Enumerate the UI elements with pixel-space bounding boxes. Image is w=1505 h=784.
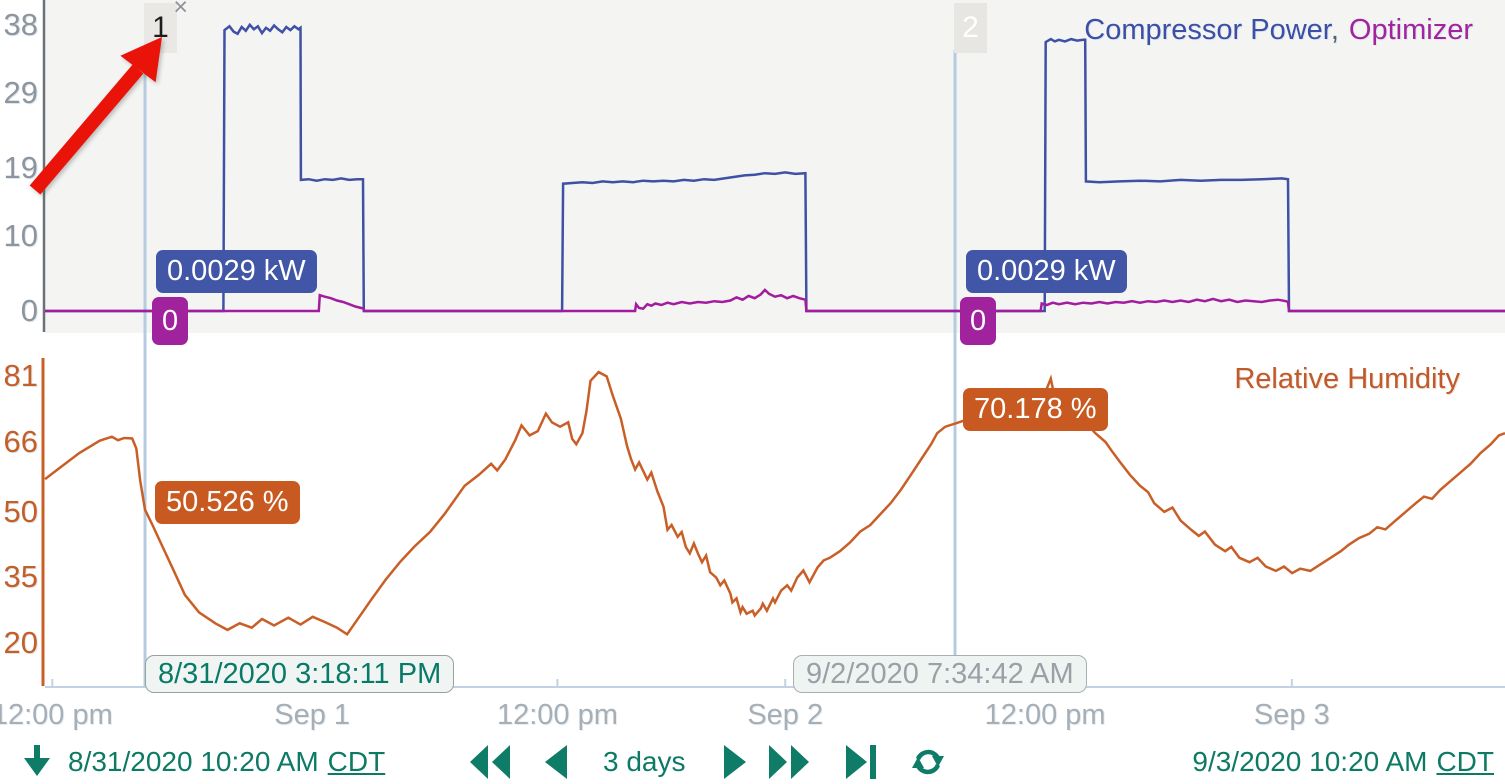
step-forward-button[interactable] <box>723 745 747 779</box>
skip-to-end-icon <box>845 745 876 779</box>
legend-optimizer: Optimizer <box>1348 14 1473 46</box>
x-axis-label: 12:00 pm <box>0 699 113 731</box>
cursor-2-humidity-value-badge: 70.178 % <box>963 388 1108 431</box>
range-start-timezone-link[interactable]: CDT <box>327 746 386 777</box>
range-end-timezone-link[interactable]: CDT <box>1436 746 1494 777</box>
legend-compressor-power: Compressor Power <box>1084 14 1331 46</box>
top-chart-ytick-label: 19 <box>3 149 38 185</box>
humidity-ytick-label: 50 <box>3 493 38 529</box>
series-line-optimizer <box>45 288 1505 313</box>
top-chart-ytick-label: 29 <box>3 74 38 110</box>
step-back-icon <box>545 745 567 779</box>
cursor-2-optimizer-value-badge: 0 <box>960 297 997 345</box>
download-icon[interactable] <box>22 745 52 779</box>
range-start-date-text: 8/31/2020 10:20 AM <box>68 746 319 777</box>
step-back-button[interactable] <box>543 745 567 779</box>
cursor-1-number: 1 <box>152 11 169 44</box>
top-chart-ytick-label: 38 <box>3 6 38 42</box>
cursor-1-timestamp: 8/31/2020 3:18:11 PM <box>145 655 455 693</box>
humidity-ytick-label: 81 <box>3 358 38 394</box>
step-forward-icon <box>723 745 746 779</box>
top-chart-ytick-label: 10 <box>3 217 38 253</box>
x-axis-label: 12:00 pm <box>496 699 618 731</box>
cursor-1-close-icon[interactable]: × <box>173 0 188 21</box>
range-span-selector[interactable]: 3 days <box>603 746 686 777</box>
refresh-icon <box>911 749 944 774</box>
skip-to-end-button[interactable] <box>845 745 876 779</box>
cursor-2-timestamp: 9/2/2020 7:34:42 AM <box>793 655 1087 693</box>
series-line-relative-humidity <box>44 370 1505 637</box>
cursor-1-compressor-value-badge: 0.0029 kW <box>156 250 317 293</box>
range-end-date-text: 9/3/2020 10:20 AM <box>1192 746 1428 777</box>
humidity-chart-legend: Relative Humidity <box>1234 363 1460 395</box>
x-axis-label: Sep 2 <box>747 699 824 731</box>
humidity-ytick-label: 35 <box>3 559 38 595</box>
series-line-compressor-power <box>45 22 1505 313</box>
cursor-2-marker[interactable]: 2 <box>954 3 987 53</box>
rewind-icon <box>470 745 510 779</box>
x-axis-label: 12:00 pm <box>984 699 1106 731</box>
cursor-2-compressor-value-badge: 0.0029 kW <box>966 250 1127 293</box>
top-chart-ytick-label: 0 <box>20 293 38 328</box>
fast-forward-button[interactable] <box>768 745 809 779</box>
rewind-button[interactable] <box>470 745 510 779</box>
cursor-1-optimizer-value-badge: 0 <box>152 297 189 345</box>
fast-forward-icon <box>768 745 809 779</box>
range-end-date: 9/3/2020 10:20 AM CDT <box>1192 746 1494 778</box>
cursor-2-number: 2 <box>962 11 979 44</box>
range-start-date: 8/31/2020 10:20 AM CDT <box>68 746 385 778</box>
legend-separator: , <box>1330 14 1339 46</box>
top-chart-legend: Compressor Power, Optimizer <box>1084 14 1473 47</box>
x-axis-label: Sep 3 <box>1253 699 1330 731</box>
chart-toolbar: 8/31/2020 10:20 AM CDT 3 days <box>0 740 1505 784</box>
humidity-ytick-label: 20 <box>3 625 38 660</box>
x-axis-label: Sep 1 <box>274 699 351 731</box>
humidity-ytick-label: 66 <box>3 423 38 459</box>
cursor-1-humidity-value-badge: 50.526 % <box>155 481 300 524</box>
annotation-arrow <box>29 37 162 195</box>
refresh-button[interactable] <box>911 746 945 779</box>
